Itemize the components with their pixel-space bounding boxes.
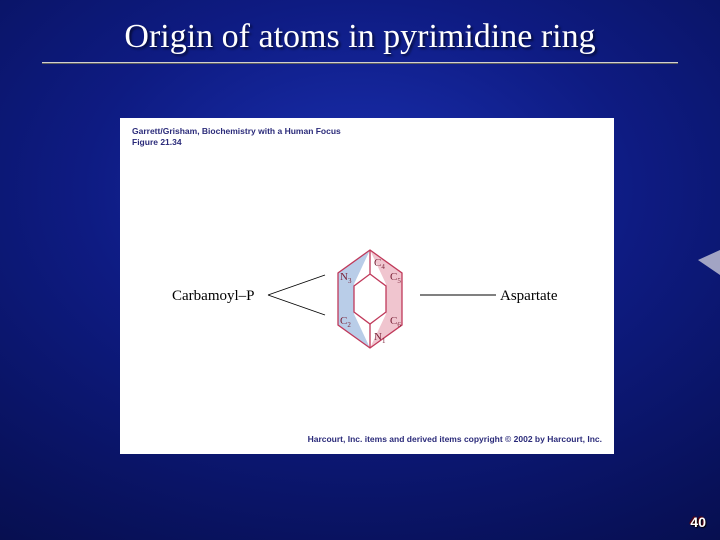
diagram: Carbamoyl–P Aspartate	[120, 228, 614, 368]
figure-panel: Garrett/Grisham, Biochemistry with a Hum…	[120, 118, 614, 454]
pyrimidine-ring: C4 C5 C6 N1 C2 N3	[320, 246, 420, 352]
title-underline	[42, 62, 678, 64]
decorative-wedge	[698, 250, 720, 275]
slide-title: Origin of atoms in pyrimidine ring	[0, 18, 720, 56]
credit-line1: Garrett/Grisham, Biochemistry with a Hum…	[132, 126, 341, 136]
figure-credit-top: Garrett/Grisham, Biochemistry with a Hum…	[132, 126, 341, 147]
slide: Origin of atoms in pyrimidine ring Garre…	[0, 0, 720, 540]
credit-line2: Figure 21.34	[132, 137, 182, 147]
figure-credit-bottom: Harcourt, Inc. items and derived items c…	[308, 434, 602, 444]
page-number: 40	[690, 514, 706, 530]
